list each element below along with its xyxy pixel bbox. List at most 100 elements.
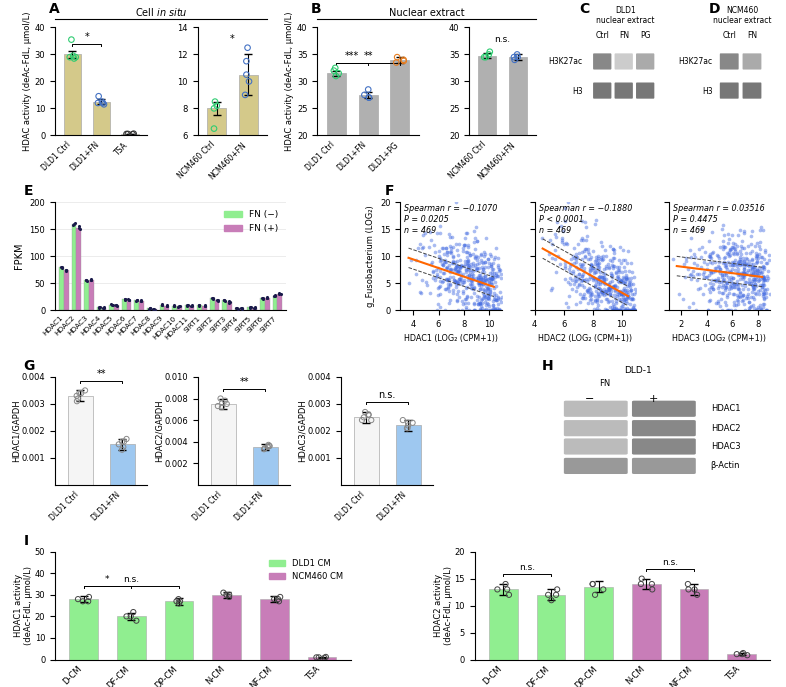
- Point: [628, 300, 641, 311]
- Point: [434, 280, 446, 291]
- Bar: [212, 595, 241, 660]
- Point: [240, 69, 252, 80]
- Point: [601, 293, 613, 304]
- Point: [744, 259, 757, 270]
- Point: [747, 269, 759, 280]
- Point: [447, 256, 460, 267]
- Point: [263, 440, 275, 451]
- Point: [729, 278, 742, 289]
- Point: [581, 285, 593, 296]
- Point: [619, 293, 631, 304]
- Point: [606, 271, 619, 282]
- Point: [490, 304, 502, 315]
- Bar: [117, 616, 145, 660]
- Point: [235, 303, 248, 314]
- Point: [493, 304, 505, 315]
- Point: [478, 290, 490, 301]
- Point: [687, 271, 700, 282]
- Point: [718, 252, 730, 263]
- Bar: [265, 297, 270, 310]
- Point: [693, 283, 706, 294]
- Point: [590, 252, 602, 263]
- Point: [688, 258, 700, 269]
- Point: [583, 254, 596, 265]
- Point: [736, 271, 748, 282]
- Point: [487, 288, 500, 299]
- Point: [730, 261, 743, 272]
- Point: [468, 299, 480, 310]
- Point: [742, 284, 755, 295]
- Point: [589, 267, 601, 278]
- Point: [461, 241, 474, 252]
- Point: [549, 589, 562, 600]
- Point: [460, 282, 472, 293]
- Point: [611, 291, 623, 302]
- Point: [593, 271, 606, 282]
- Point: [731, 249, 744, 260]
- Point: [626, 302, 639, 313]
- Point: [244, 302, 256, 313]
- Point: [84, 275, 97, 286]
- Point: [427, 266, 439, 277]
- Point: [705, 267, 718, 278]
- Point: [577, 268, 590, 279]
- Point: [446, 241, 459, 252]
- Bar: [185, 305, 189, 310]
- Point: [411, 243, 424, 254]
- Point: [752, 271, 765, 282]
- Text: DLD1
nuclear extract: DLD1 nuclear extract: [596, 6, 655, 25]
- Point: [621, 291, 634, 302]
- Text: +: +: [648, 394, 658, 403]
- Point: [274, 592, 286, 602]
- Point: [552, 250, 564, 261]
- Point: [711, 249, 724, 260]
- Point: [603, 278, 615, 289]
- Point: [460, 266, 472, 277]
- Point: [436, 243, 449, 254]
- Point: [626, 302, 639, 313]
- Point: [748, 279, 761, 290]
- Point: [747, 259, 760, 270]
- FancyBboxPatch shape: [564, 420, 628, 436]
- Text: A: A: [49, 3, 60, 16]
- Text: E: E: [24, 184, 33, 198]
- Point: [472, 278, 485, 289]
- Bar: [189, 306, 194, 310]
- FancyBboxPatch shape: [564, 438, 628, 455]
- Point: [598, 283, 611, 294]
- Point: [727, 272, 740, 283]
- Point: [733, 292, 746, 303]
- Point: [732, 258, 744, 269]
- Point: [454, 263, 466, 274]
- Point: [735, 268, 747, 279]
- Point: [449, 264, 461, 275]
- Point: [490, 295, 503, 306]
- Point: [459, 297, 472, 308]
- Point: [714, 277, 727, 288]
- Bar: [160, 304, 164, 310]
- Point: [625, 304, 637, 315]
- Point: [578, 251, 591, 262]
- Point: [432, 298, 444, 309]
- Point: [615, 257, 627, 268]
- Point: [590, 304, 603, 315]
- Point: [619, 284, 631, 295]
- Point: [604, 302, 616, 313]
- Point: [467, 284, 479, 295]
- Text: n = 469: n = 469: [673, 226, 705, 235]
- Point: [473, 262, 486, 273]
- Point: [732, 264, 744, 275]
- Point: [545, 238, 558, 249]
- Point: [619, 273, 632, 284]
- Point: [594, 296, 607, 307]
- Point: [757, 272, 769, 283]
- Point: [269, 289, 281, 300]
- Point: [432, 281, 445, 292]
- Point: [487, 282, 500, 293]
- Point: [482, 293, 494, 304]
- Point: [578, 263, 591, 274]
- Point: [425, 257, 438, 268]
- Point: [358, 407, 371, 418]
- Point: [601, 304, 614, 315]
- Point: [430, 271, 443, 282]
